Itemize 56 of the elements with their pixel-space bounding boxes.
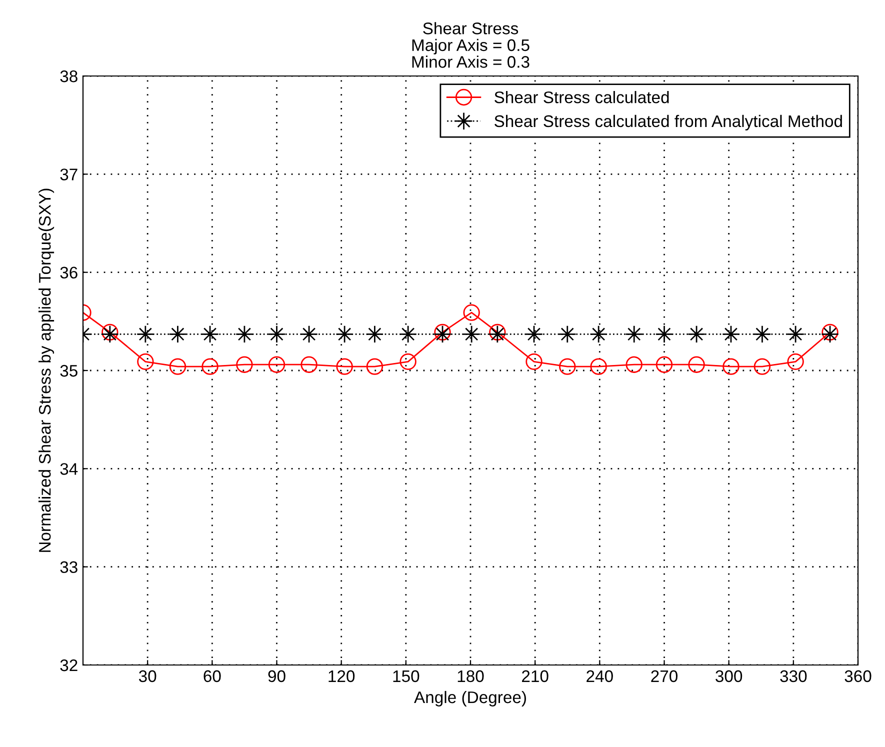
y-tick-label: 37 bbox=[60, 168, 78, 180]
point bbox=[590, 325, 608, 344]
point bbox=[462, 325, 481, 344]
point bbox=[268, 356, 286, 373]
x-tick-label: 60 bbox=[204, 670, 221, 682]
legend-label: Shear Stress calculated from Analytical Method bbox=[494, 114, 842, 130]
y-tick-label: 38 bbox=[60, 70, 78, 82]
x-tick-label: 210 bbox=[522, 670, 548, 682]
x-tick-label: 270 bbox=[651, 670, 678, 682]
y-tick-label: 35 bbox=[60, 364, 78, 377]
point bbox=[168, 325, 187, 344]
chart-title: Shear Stress Major Axis = 0.5 Minor Axis = 0.3 bbox=[412, 22, 530, 68]
x-tick-label: 240 bbox=[586, 670, 613, 682]
point bbox=[688, 356, 705, 373]
point bbox=[787, 353, 804, 370]
point bbox=[655, 325, 674, 344]
x-tick-label: 150 bbox=[393, 670, 420, 682]
point bbox=[202, 358, 218, 375]
x-tick-label: 180 bbox=[458, 670, 484, 682]
x-tick-label: 360 bbox=[844, 670, 872, 682]
point bbox=[268, 325, 286, 344]
point bbox=[169, 358, 186, 375]
point bbox=[625, 325, 644, 344]
point bbox=[590, 358, 607, 375]
x-tick-label: 30 bbox=[138, 670, 156, 682]
point bbox=[754, 358, 771, 375]
point bbox=[786, 325, 805, 344]
point bbox=[366, 358, 384, 375]
point bbox=[336, 325, 354, 344]
x-tick-label: 300 bbox=[716, 670, 742, 682]
point bbox=[236, 356, 253, 373]
point bbox=[399, 325, 418, 344]
point bbox=[753, 325, 772, 344]
y-axis-title: Normalized Shear Stress by applied Torque(SXY) bbox=[38, 188, 54, 552]
y-tick-label: 36 bbox=[60, 266, 78, 279]
x-tick-label: 330 bbox=[780, 670, 807, 682]
x-tick-label: 120 bbox=[328, 670, 355, 682]
x-axis-title: Angle (Degree) bbox=[414, 690, 526, 706]
point bbox=[336, 358, 353, 375]
point bbox=[400, 353, 416, 370]
legend-label: Shear Stress calculated bbox=[494, 91, 669, 104]
point bbox=[626, 356, 642, 373]
point bbox=[300, 356, 318, 373]
point bbox=[526, 353, 542, 370]
y-tick-label: 34 bbox=[60, 463, 78, 475]
y-tick-label: 32 bbox=[60, 659, 78, 672]
point bbox=[366, 325, 384, 344]
point bbox=[722, 358, 740, 375]
point bbox=[656, 356, 673, 373]
point bbox=[137, 353, 154, 370]
x-tick-label: 90 bbox=[268, 670, 286, 682]
y-tick-label: 33 bbox=[60, 561, 78, 574]
point bbox=[136, 325, 154, 344]
point bbox=[558, 325, 576, 344]
point bbox=[559, 358, 576, 375]
point bbox=[463, 304, 480, 321]
